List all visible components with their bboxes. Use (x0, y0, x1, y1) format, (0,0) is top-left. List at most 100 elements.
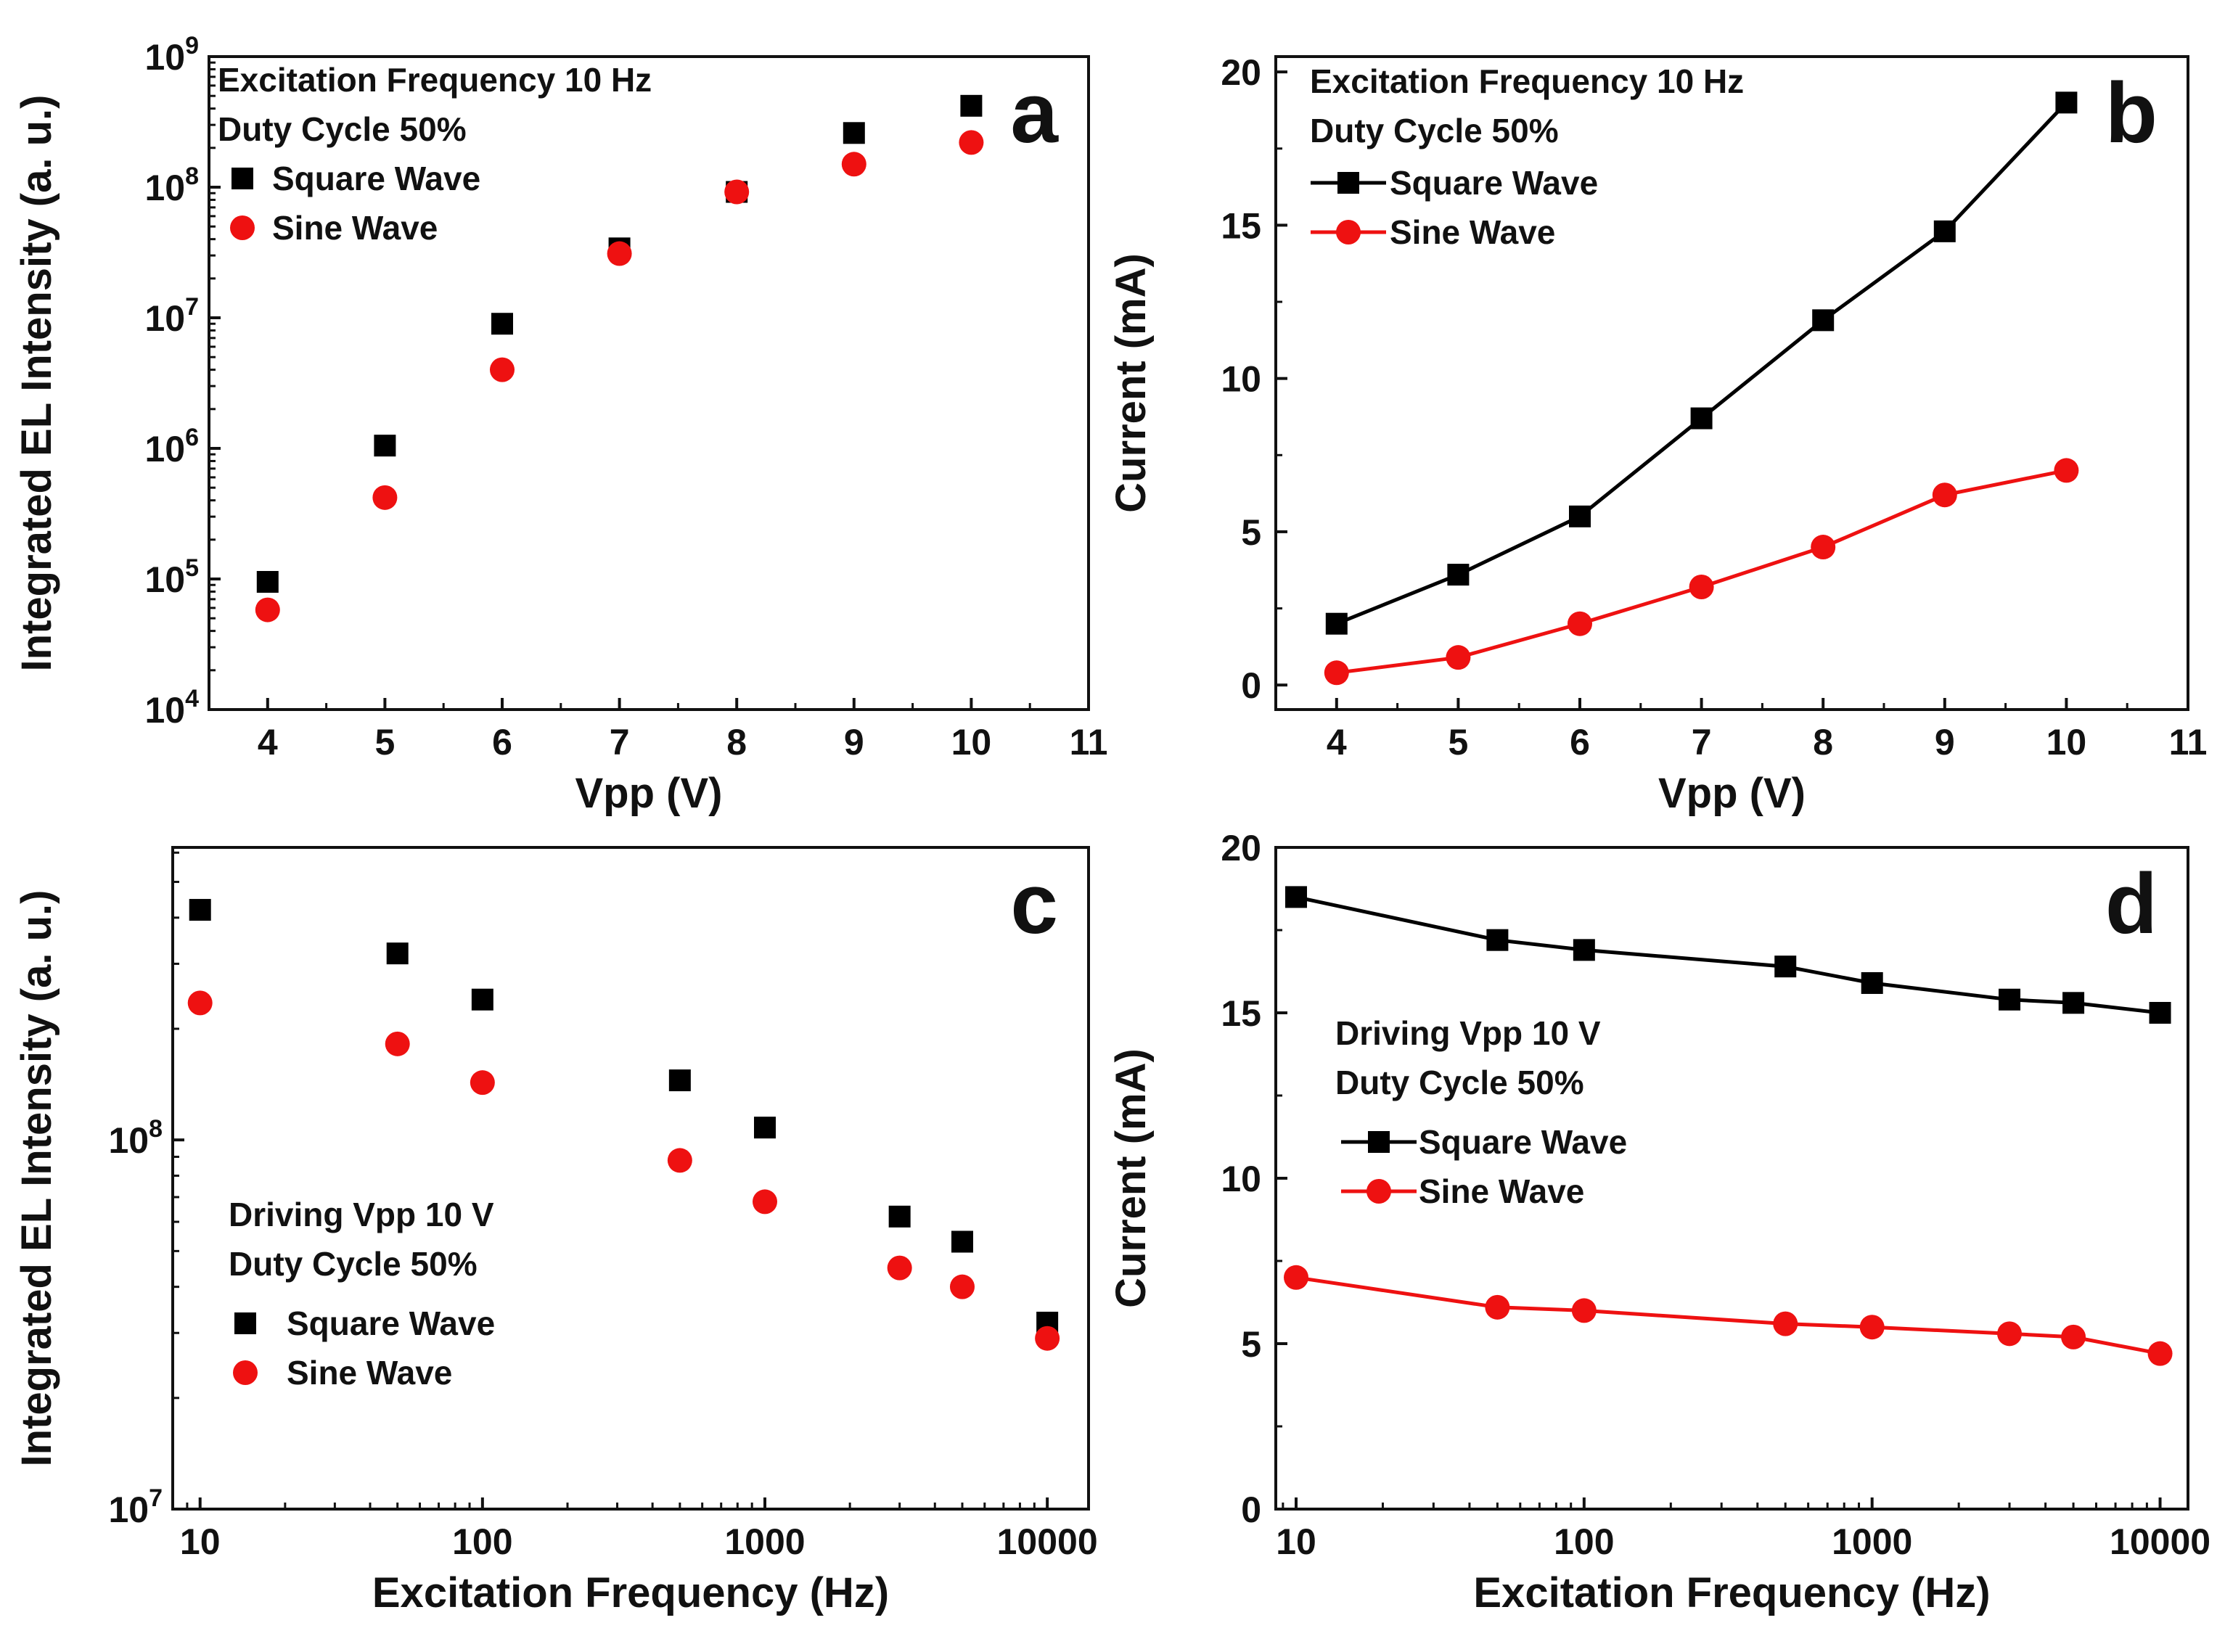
x-tick-label: 7 (610, 722, 630, 763)
x-tick-label: 6 (1570, 722, 1590, 763)
y-tick-label: 107 (108, 1484, 163, 1530)
legend-label: Sine Wave (1419, 1172, 1584, 1210)
panel-label: d (2105, 856, 2158, 952)
legend-marker (233, 1360, 258, 1385)
y-axis-label: Current (mA) (1107, 1048, 1155, 1308)
x-axis-label: Vpp (V) (575, 770, 723, 817)
x-tick-label: 5 (1448, 722, 1468, 763)
data-point (1568, 611, 1592, 636)
series-sine-wave (1324, 458, 2079, 686)
data-point (1933, 220, 1956, 242)
data-point (2061, 1324, 2086, 1349)
data-point (960, 94, 983, 117)
x-tick-label: 7 (1692, 722, 1712, 763)
plot-frame (1274, 55, 2189, 711)
series-sine-wave (1284, 1265, 2173, 1366)
data-point (887, 1255, 912, 1281)
x-tick-label: 1000 (724, 1521, 805, 1562)
legend-label: Square Wave (287, 1304, 495, 1342)
data-point (256, 571, 279, 593)
series-line (1295, 1275, 2160, 1356)
data-point (1486, 929, 1509, 951)
data-point (1573, 939, 1595, 961)
annotation-line: Excitation Frequency 10 Hz (218, 61, 652, 99)
annotation-line: Duty Cycle 50% (1335, 1064, 1584, 1101)
data-point (752, 1189, 777, 1215)
y-tick-label: 20 (1221, 52, 1261, 93)
y-tick-label: 105 (144, 554, 199, 600)
x-tick-label: 8 (1813, 722, 1833, 763)
legend-label: Sine Wave (287, 1354, 452, 1392)
data-point (841, 152, 866, 177)
data-point (1859, 1315, 1885, 1340)
data-point (1571, 1298, 1597, 1323)
data-point (374, 435, 396, 457)
legend-label: Sine Wave (272, 209, 438, 247)
data-point (1446, 645, 1471, 670)
x-tick-label: 4 (258, 722, 278, 763)
data-point (724, 179, 750, 205)
data-point (1997, 1321, 2023, 1347)
x-tick-label: 4 (1327, 722, 1347, 763)
x-tick-label: 8 (726, 722, 747, 763)
x-tick-label: 100 (452, 1521, 512, 1562)
data-point (843, 122, 865, 144)
data-point (1485, 1294, 1510, 1320)
legend-label: Square Wave (1390, 164, 1598, 202)
annotation-line: Excitation Frequency 10 Hz (1310, 62, 1744, 100)
legend-marker (1366, 1179, 1391, 1204)
data-point (1324, 660, 1349, 686)
y-tick-label: 15 (1221, 993, 1261, 1034)
data-point (2147, 1341, 2173, 1366)
y-tick-label: 5 (1241, 1324, 1261, 1365)
legend-label: Square Wave (272, 160, 480, 197)
data-point (888, 1205, 911, 1228)
panel-label: c (1010, 856, 1058, 952)
legend-marker (234, 1312, 256, 1334)
data-point (1284, 1265, 1309, 1290)
data-point (667, 1148, 692, 1173)
panel-c: 10 100 1000 10000 107 108 Excitation Frequency… (13, 846, 1098, 1616)
y-tick-label: 20 (1221, 828, 1261, 868)
x-tick-label: 10 (1276, 1521, 1316, 1562)
x-tick-label: 10 (951, 722, 992, 763)
y-tick-label: 10 (1221, 1159, 1261, 1199)
legend-marker (231, 168, 253, 189)
x-tick-label: 100 (1554, 1521, 1614, 1562)
data-point (1035, 1326, 1060, 1351)
series-line (1336, 468, 2067, 675)
y-tick-label: 0 (1241, 1489, 1261, 1530)
annotation-line: Driving Vpp 10 V (1335, 1014, 1601, 1052)
y-tick-label: 106 (144, 424, 199, 469)
y-tick-label: 15 (1221, 205, 1261, 246)
data-point (753, 1117, 776, 1139)
x-tick-label: 9 (844, 722, 864, 763)
data-point (490, 357, 515, 382)
x-tick-label: 10000 (997, 1521, 1098, 1562)
x-tick-label: 6 (492, 722, 512, 763)
x-tick-label: 10 (180, 1521, 221, 1562)
data-point (386, 942, 409, 965)
legend-marker (1337, 172, 1359, 194)
series-square-wave (1285, 886, 2171, 1024)
data-point (2054, 458, 2079, 483)
y-tick-label: 10 (1221, 359, 1261, 400)
data-point (1569, 505, 1591, 527)
legend-marker (1368, 1131, 1390, 1153)
legend-label: Square Wave (1419, 1123, 1627, 1161)
panel-b: 4 5 6 7 8 9 10 11 0 5 10 15 20 Vpp (V) Current (mA) b Ex… (1107, 52, 2207, 817)
data-point (2055, 91, 2078, 114)
legend-marker (1336, 220, 1361, 244)
data-point (1811, 535, 1836, 560)
series-square-wave (189, 899, 1059, 1333)
data-point (385, 1031, 410, 1056)
series-sine-wave (255, 130, 984, 622)
data-point (1689, 574, 1714, 599)
panel-a: 4 5 6 7 8 9 10 11 104 105 106 107 108 109 Vpp (V) Integ… (13, 32, 1107, 817)
x-axis-label: Excitation Frequency (Hz) (372, 1569, 889, 1616)
panel-d: 10 100 1000 10000 0 5 10 15 20 Excitation Frequen… (1107, 828, 2210, 1616)
x-tick-label: 9 (1935, 722, 1955, 763)
x-tick-label: 10 (2046, 722, 2087, 763)
plot-frame (208, 55, 1090, 711)
